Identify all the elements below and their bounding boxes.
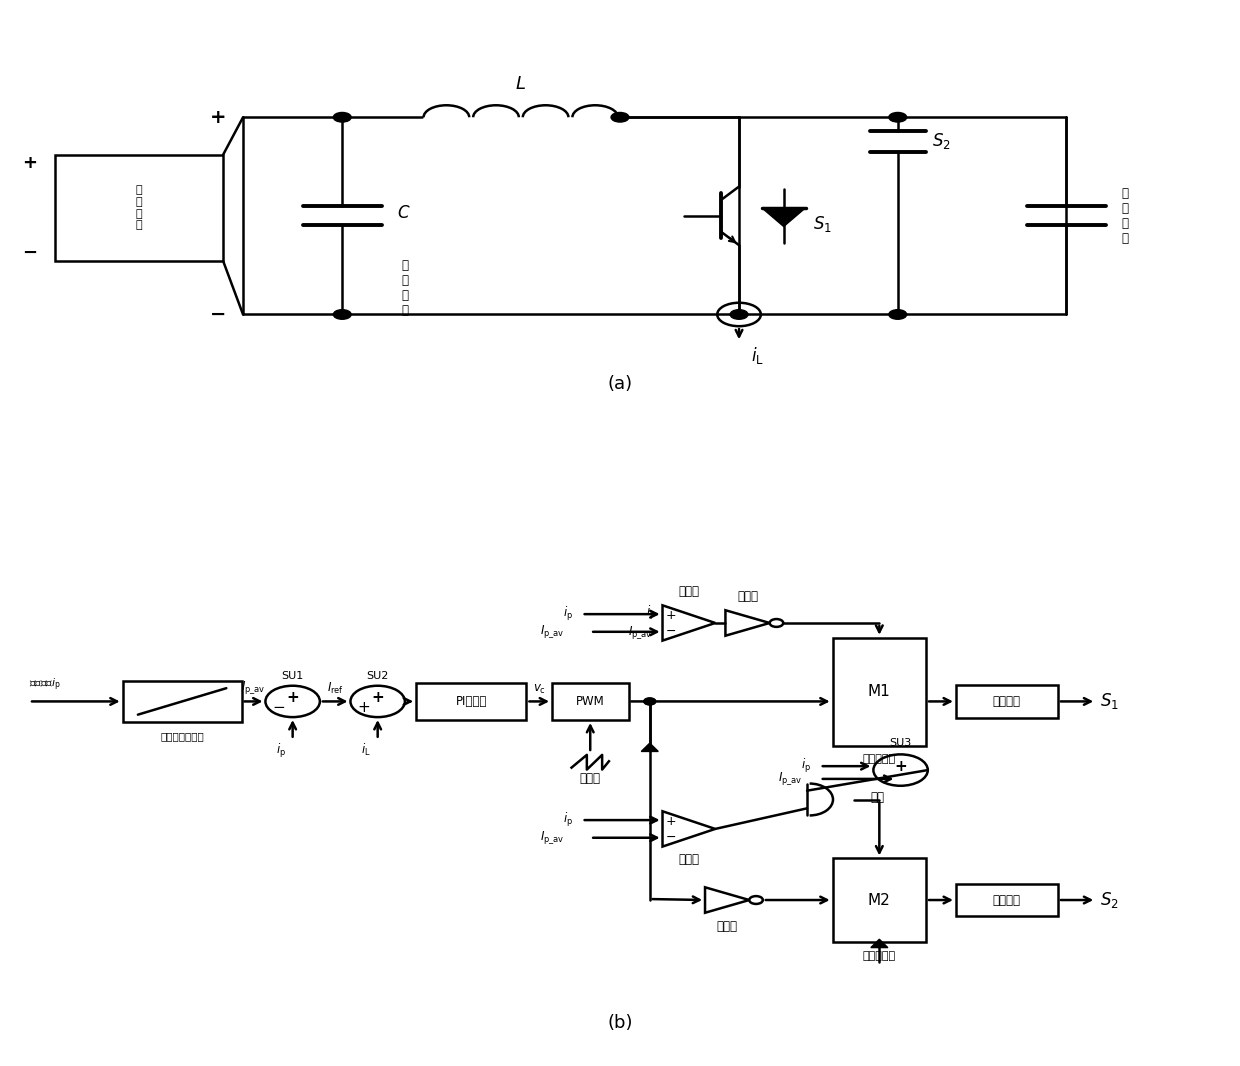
Text: 比较器: 比较器 bbox=[678, 854, 699, 867]
Text: +: + bbox=[286, 690, 299, 705]
Text: $S_1$: $S_1$ bbox=[813, 214, 832, 233]
Text: 负载电流$i_{\rm p}$: 负载电流$i_{\rm p}$ bbox=[29, 676, 61, 693]
Text: +: + bbox=[666, 815, 677, 828]
Text: $i_{\rm p}$: $i_{\rm p}$ bbox=[275, 742, 286, 760]
Text: M1: M1 bbox=[868, 684, 890, 699]
Circle shape bbox=[334, 112, 351, 123]
Text: 多路复用器: 多路复用器 bbox=[863, 755, 895, 764]
Circle shape bbox=[644, 698, 656, 705]
Text: $i_{\rm p}$: $i_{\rm p}$ bbox=[563, 605, 573, 624]
FancyBboxPatch shape bbox=[552, 683, 629, 720]
Text: +: + bbox=[894, 759, 906, 774]
Text: +: + bbox=[371, 690, 384, 705]
Text: $v_{\rm c}$: $v_{\rm c}$ bbox=[533, 682, 546, 695]
FancyBboxPatch shape bbox=[55, 155, 223, 261]
Text: −: − bbox=[666, 830, 676, 844]
Circle shape bbox=[889, 112, 906, 123]
Text: +: + bbox=[22, 154, 37, 172]
Text: SU3: SU3 bbox=[889, 738, 911, 748]
Text: $i_{\rm p}$: $i_{\rm p}$ bbox=[563, 811, 573, 829]
Text: M2: M2 bbox=[868, 892, 890, 907]
Text: SU2: SU2 bbox=[367, 671, 389, 681]
Text: $i_{\rm L}$: $i_{\rm L}$ bbox=[361, 742, 371, 758]
Text: $S_2$: $S_2$ bbox=[932, 131, 951, 151]
Polygon shape bbox=[761, 208, 806, 227]
Text: PI调节器: PI调节器 bbox=[455, 695, 487, 708]
Text: +: + bbox=[210, 108, 227, 127]
Text: +: + bbox=[357, 699, 371, 715]
Text: $I_{\rm p\_av}$: $I_{\rm p\_av}$ bbox=[242, 679, 265, 695]
FancyBboxPatch shape bbox=[832, 637, 926, 745]
Text: 多路复用器: 多路复用器 bbox=[863, 951, 895, 960]
Text: −: − bbox=[273, 699, 285, 715]
FancyBboxPatch shape bbox=[415, 683, 527, 720]
FancyBboxPatch shape bbox=[956, 685, 1058, 717]
Circle shape bbox=[611, 112, 629, 123]
Text: +: + bbox=[666, 609, 677, 623]
Text: 比较器: 比较器 bbox=[678, 585, 699, 598]
Text: $I_{\rm p\_av}$: $I_{\rm p\_av}$ bbox=[627, 625, 652, 642]
Text: $I_{\rm p\_av}$: $I_{\rm p\_av}$ bbox=[541, 829, 564, 846]
Circle shape bbox=[730, 309, 748, 320]
Text: 驱动电路: 驱动电路 bbox=[993, 695, 1021, 708]
Text: −: − bbox=[22, 244, 37, 262]
Text: $I_{\rm ref}$: $I_{\rm ref}$ bbox=[326, 680, 343, 695]
Text: 超
级
电
容: 超 级 电 容 bbox=[1121, 187, 1128, 245]
Text: 与门: 与门 bbox=[870, 791, 885, 804]
Text: $L$: $L$ bbox=[516, 76, 526, 94]
Text: PWM: PWM bbox=[575, 695, 605, 708]
Text: (a): (a) bbox=[608, 375, 632, 392]
Text: $I_{\rm p\_av}$: $I_{\rm p\_av}$ bbox=[541, 624, 564, 641]
Text: SU1: SU1 bbox=[281, 671, 304, 681]
FancyBboxPatch shape bbox=[832, 858, 926, 941]
Text: 锔齿波: 锔齿波 bbox=[580, 772, 600, 785]
Circle shape bbox=[334, 309, 351, 320]
Text: $S_2$: $S_2$ bbox=[1100, 890, 1120, 910]
Text: 储
能
电
容: 储 能 电 容 bbox=[402, 259, 409, 317]
Text: 二阶低通滤波器: 二阶低通滤波器 bbox=[160, 731, 203, 741]
Polygon shape bbox=[870, 939, 888, 948]
Text: $i_{\rm p}$: $i_{\rm p}$ bbox=[646, 604, 656, 623]
FancyBboxPatch shape bbox=[123, 681, 242, 722]
Text: −: − bbox=[666, 625, 676, 637]
Circle shape bbox=[644, 698, 656, 705]
Text: $i_{\rm p}$: $i_{\rm p}$ bbox=[801, 757, 811, 775]
Text: $C$: $C$ bbox=[397, 205, 410, 222]
Circle shape bbox=[889, 309, 906, 320]
Text: (b): (b) bbox=[608, 1014, 632, 1032]
Text: $I_{\rm p\_av}$: $I_{\rm p\_av}$ bbox=[779, 771, 802, 788]
Text: 驱动电路: 驱动电路 bbox=[993, 893, 1021, 906]
Text: $i_{\mathrm{L}}$: $i_{\mathrm{L}}$ bbox=[751, 345, 764, 367]
Text: −: − bbox=[210, 305, 227, 324]
Polygon shape bbox=[641, 743, 658, 752]
FancyBboxPatch shape bbox=[956, 884, 1058, 916]
Text: 反相器: 反相器 bbox=[717, 920, 738, 933]
Text: $S_1$: $S_1$ bbox=[1100, 692, 1120, 711]
Text: 蓄
能
电
源: 蓄 能 电 源 bbox=[135, 185, 143, 230]
Text: 反相器: 反相器 bbox=[737, 591, 758, 603]
